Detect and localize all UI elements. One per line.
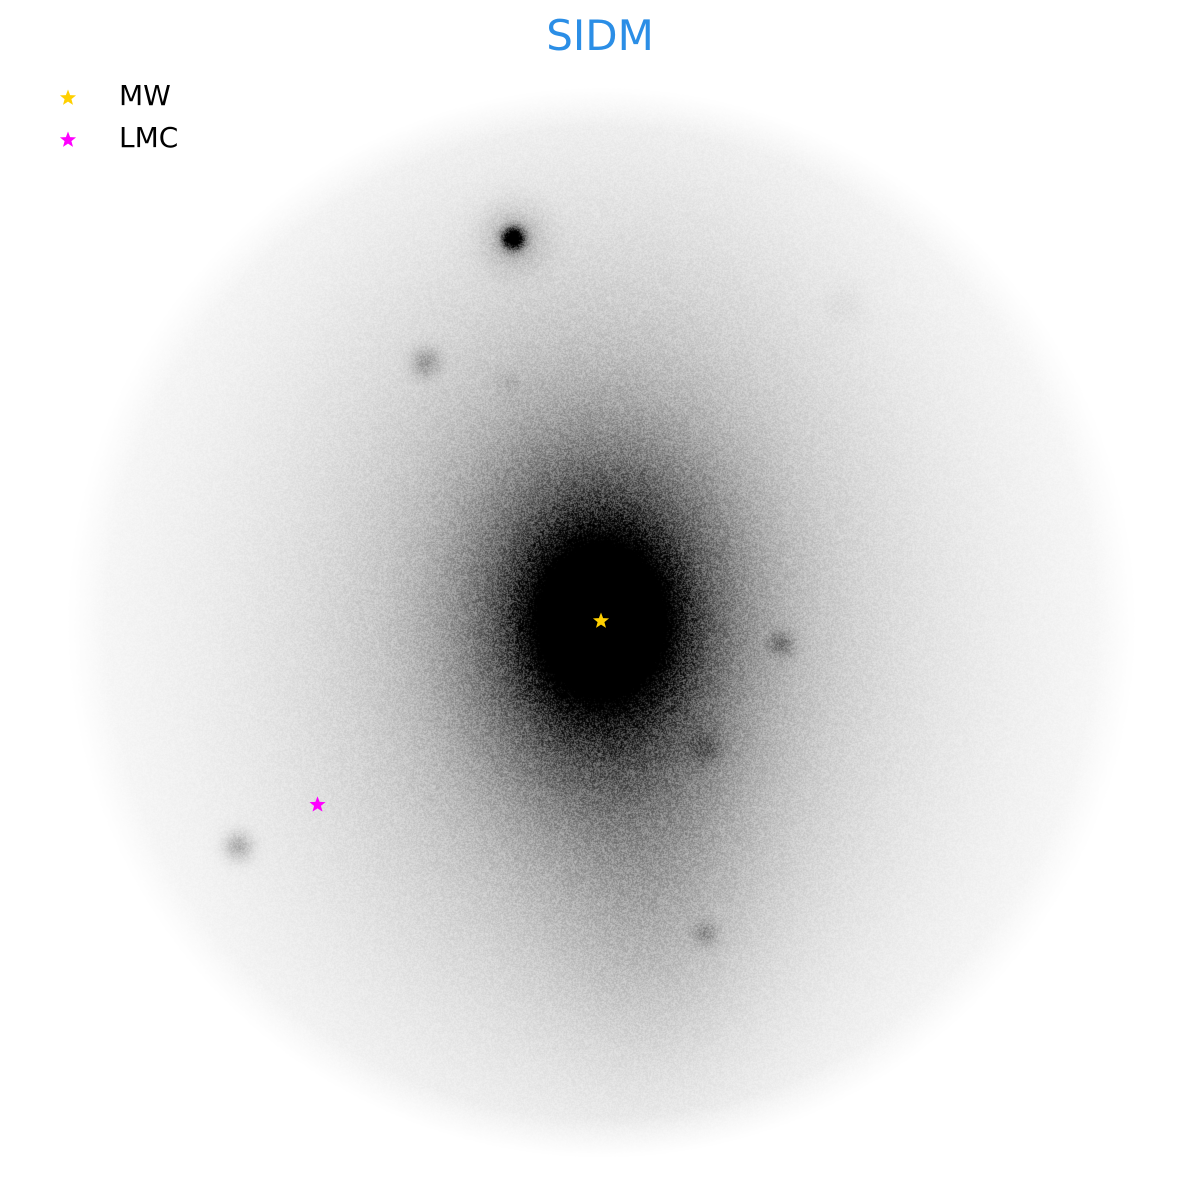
chart-title: SIDM xyxy=(546,11,654,60)
legend-item-mw: MW xyxy=(52,76,212,118)
legend-label: MW xyxy=(119,79,171,112)
star-icon xyxy=(59,89,77,105)
legend-item-lmc: LMC xyxy=(52,118,212,160)
legend: MW LMC xyxy=(52,76,212,160)
star-marker-mw xyxy=(592,612,610,628)
star-icon xyxy=(59,131,77,147)
legend-label: LMC xyxy=(119,121,179,154)
star-marker-lmc xyxy=(309,796,326,812)
